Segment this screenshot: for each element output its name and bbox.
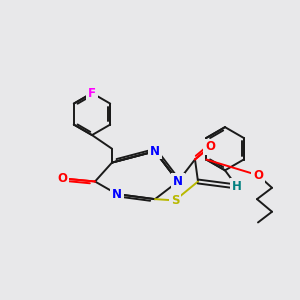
Text: N: N <box>150 145 160 158</box>
Text: F: F <box>88 87 96 100</box>
Text: N: N <box>112 188 122 201</box>
Text: O: O <box>205 140 215 153</box>
Text: S: S <box>171 194 179 207</box>
Text: O: O <box>253 169 263 182</box>
Text: N: N <box>173 175 183 188</box>
Text: H: H <box>232 180 242 193</box>
Text: O: O <box>57 172 67 185</box>
